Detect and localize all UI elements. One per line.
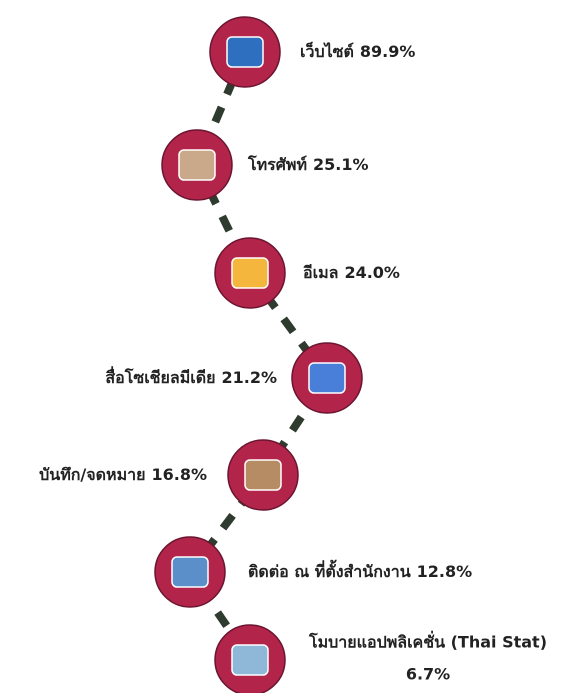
item-label: สื่อโซเชียลมีเดีย [105, 366, 215, 387]
item-value: 21.2% [221, 368, 277, 387]
node-icon [179, 150, 215, 180]
item-value: 25.1% [313, 155, 369, 174]
item-value: 6.7% [406, 665, 450, 684]
node-icon [227, 37, 263, 67]
node-icon [232, 258, 268, 288]
node-icon [245, 460, 281, 490]
item-label: อีเมล [303, 263, 339, 282]
item-text: เว็บไซต์ 89.9% [300, 40, 415, 61]
infographic: เว็บไซต์ 89.9% โทรศัพท์ 25.1% อีเมล 24.0% สื่อ… [0, 0, 565, 693]
item-label: บันทึก/จดหมาย [39, 465, 145, 484]
item-value: 89.9% [360, 42, 416, 61]
item-label: เว็บไซต์ [300, 40, 354, 61]
item-text: บันทึก/จดหมาย 16.8% [39, 465, 207, 484]
node-icon [232, 645, 268, 675]
item-label: โมบายแอปพลิเคชั่น (Thai Stat) [308, 631, 547, 652]
node-icon [172, 557, 208, 587]
item-label: โทรศัพท์ [247, 154, 307, 174]
item-label: ติดต่อ ณ ที่ตั้งสำนักงาน [248, 559, 411, 581]
node-icon [309, 363, 345, 393]
item-value: 24.0% [344, 263, 400, 282]
item-value: 16.8% [151, 465, 207, 484]
item-value: 12.8% [417, 562, 473, 581]
item-text: อีเมล 24.0% [303, 263, 400, 282]
item-text: ติดต่อ ณ ที่ตั้งสำนักงาน 12.8% [248, 559, 472, 581]
item-text: สื่อโซเชียลมีเดีย 21.2% [105, 366, 277, 387]
item-text: โทรศัพท์ 25.1% [247, 154, 369, 174]
